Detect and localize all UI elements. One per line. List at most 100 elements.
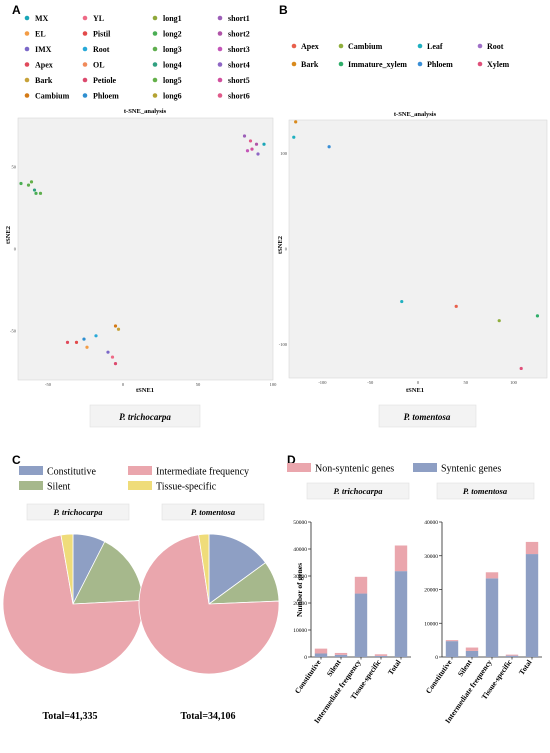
legend-a-label-18: short1 [228, 14, 250, 23]
legend-a-label-6: YL [93, 14, 104, 23]
bars2-bar-4-0 [525, 554, 539, 657]
bars1-ytick-2: 20000 [293, 601, 307, 607]
bars2-ytick-4: 40000 [424, 520, 438, 526]
legend-a-marker-9 [82, 62, 88, 67]
a-ytick-2: -50 [10, 328, 17, 333]
pie2-slice-3 [198, 533, 210, 605]
species-box-a [89, 404, 201, 428]
legend-c-label-0: Constitutive [47, 467, 96, 478]
bars2-ytick-3: 30000 [424, 554, 438, 560]
legend-a-marker-16 [152, 77, 158, 83]
x-axis-label-a: tSNE1 [136, 387, 154, 394]
legend-b-label-2: Cambium [348, 42, 383, 51]
pie-chart-2 [138, 533, 280, 675]
species-label-b: P. tomentosa [404, 412, 451, 422]
legend-b-marker-1 [291, 61, 297, 67]
legend-a-marker-11 [82, 93, 88, 98]
bars1-xtick-label-1: Silent [325, 658, 343, 679]
legend-b-marker-7 [477, 61, 483, 67]
pie2-slice-0 [208, 533, 267, 605]
a-point-2 [29, 180, 34, 184]
legend-a-label-13: long2 [163, 30, 182, 39]
a-point-12 [256, 152, 260, 156]
legend-a-label-0: MX [35, 14, 49, 23]
legend-a-marker-15 [152, 62, 158, 67]
a-xtick-0: -50 [45, 382, 52, 387]
legend-b-label-5: Phloem [427, 60, 453, 69]
legend-a-marker-19 [217, 31, 223, 36]
panel-label-c: C [12, 453, 21, 467]
chart-title-a: t-SNE_analysis [124, 108, 167, 115]
legend-a-label-12: long1 [163, 14, 182, 23]
legend-a-label-3: Apex [35, 61, 53, 70]
b-point-4 [454, 304, 458, 308]
b-xtick-0: -100 [318, 380, 327, 385]
bars2-bar-1-0 [465, 650, 479, 657]
b-ytick-0: 100 [280, 151, 288, 156]
legend-a-label-20: short3 [228, 45, 250, 54]
species-box-c2 [161, 503, 265, 521]
legend-c-label-1: Intermediate frequency [156, 467, 249, 478]
bars1-bar-0-0 [314, 653, 328, 657]
a-point-17 [74, 340, 79, 344]
bars1-ytick-1: 10000 [293, 628, 307, 634]
a-point-1 [26, 183, 31, 187]
legend-panel-d: Non-syntenic genes Syntenic genes [287, 463, 501, 475]
legend-b-marker-3 [338, 61, 344, 67]
legend-a-marker-5 [24, 93, 30, 98]
legend-a-label-2: IMX [35, 45, 52, 54]
b-point-7 [519, 366, 523, 371]
legend-d-label-0: Non-syntenic genes [315, 464, 394, 475]
a-point-19 [85, 345, 89, 349]
pie-chart-1 [2, 533, 144, 675]
bars2-xtick-label-4: Total [517, 658, 534, 677]
legend-a-marker-2 [24, 46, 30, 52]
legend-c-swatch-1 [128, 466, 152, 475]
b-point-2 [327, 145, 331, 149]
a-point-7 [248, 139, 253, 143]
bars1-bar-3-1 [374, 654, 388, 656]
bars1-bar-3-0 [374, 655, 388, 657]
bars1-bar-4-1 [394, 545, 408, 572]
legend-c-swatch-2 [19, 481, 43, 490]
legend-d-swatch-0 [287, 463, 311, 472]
bars1-ytick-3: 30000 [293, 574, 307, 580]
species-box-b [378, 404, 477, 428]
species-box-d2 [436, 482, 535, 500]
species-box-c1 [26, 503, 130, 521]
panel-label-a: A [12, 3, 21, 17]
a-point-16 [82, 337, 86, 341]
legend-a-label-22: short5 [228, 76, 250, 85]
legend-b-marker-5 [417, 61, 423, 67]
b-xtick-3: 50 [464, 380, 469, 385]
a-point-8 [254, 142, 259, 146]
bars2-bar-0-0 [445, 641, 459, 657]
legend-b-marker-2 [338, 43, 344, 49]
legend-panel-b: Apex Bark Cambium Immature_xylem Leaf Phloem R… [291, 42, 510, 69]
legend-a-marker-17 [152, 93, 158, 98]
legend-a-label-10: Petiole [93, 76, 117, 85]
axis-ticks-a: -50 0 50 100 50 0 -50 [10, 165, 277, 387]
x-axis-label-b: tSNE1 [406, 387, 424, 394]
scatter-points-a [19, 134, 266, 366]
b-point-3 [400, 299, 404, 304]
legend-a-marker-21 [217, 62, 223, 67]
bar-species-label-2: P. tomentosa [463, 486, 508, 496]
panel-label-b: B [279, 3, 288, 17]
bars2-xtick-label-0: Constitutive [424, 657, 454, 695]
legend-a-label-16: long5 [163, 76, 182, 85]
bars2-bar-2-1 [485, 572, 499, 579]
chart-title-b: t-SNE_analysis [394, 111, 437, 118]
legend-a-label-11: Phloem [93, 92, 119, 101]
bars1-ytick-5: 50000 [293, 520, 307, 526]
legend-a-label-15: long4 [163, 61, 182, 70]
pie-species-label-1: P. trichocarpa [54, 507, 104, 517]
bars2-ytick-0: 0 [435, 655, 438, 661]
species-label-a: P. trichocarpa [119, 412, 171, 422]
legend-d-swatch-1 [413, 463, 437, 472]
a-point-5 [38, 191, 43, 195]
bars1-xtick-label-4: Total [386, 658, 403, 677]
legend-panel-a: MX EL IMX Apex Bark Cambium YL Pistil Root OL Peti… [24, 14, 250, 101]
pie-total-label-1: Total=41,335 [42, 711, 97, 722]
